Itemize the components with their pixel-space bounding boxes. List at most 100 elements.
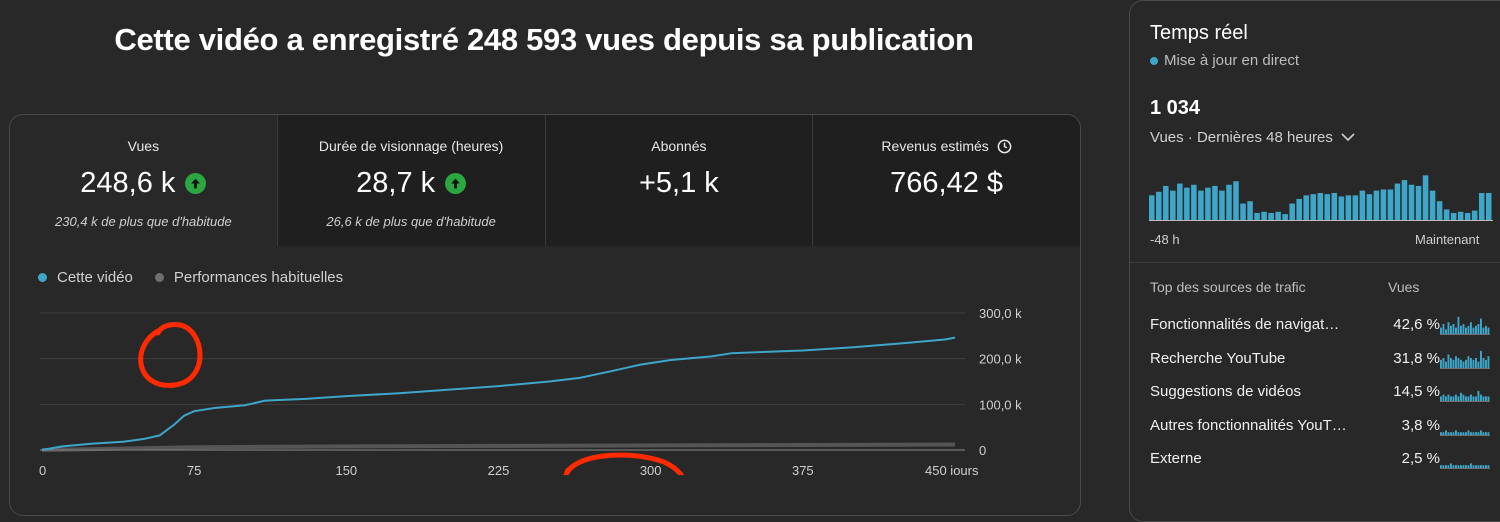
realtime-period-dropdown[interactable]: Vues · Dernières 48 heures [1150,129,1355,146]
analytics-card: Vues 248,6 k 230,4 k de plus que d'habit… [9,114,1081,516]
source-sparkline [1440,463,1490,469]
spark-bar [1460,359,1462,368]
spark-bar [1450,396,1452,401]
spark-bar [1485,465,1487,468]
y-tick-label: 200,0 k [979,352,1022,367]
clock-icon[interactable] [997,139,1012,154]
realtime-bar [1212,185,1218,220]
realtime-bar [1408,184,1415,220]
spark-bar [1472,359,1475,368]
spark-bar [1482,396,1485,401]
source-sparkline [1440,350,1490,369]
spark-bar [1455,394,1457,401]
axis-end-label: Maintenant [1415,232,1480,247]
realtime-bar [1394,183,1401,220]
spark-bar [1445,396,1447,401]
source-percent: 3,8 % [1401,416,1440,434]
spark-bar [1457,316,1460,334]
traffic-source-row[interactable]: Externe 2,5 % [1150,446,1500,470]
live-indicator: Mise à jour en direct [1150,52,1299,69]
spark-bar [1482,465,1485,468]
metric-value: 766,42 $ [890,166,1004,199]
realtime-bar [1387,189,1394,220]
metric-comparison: 230,4 k de plus que d'habitude [55,214,232,229]
legend-item-typical[interactable]: Performances habituelles [154,269,344,286]
traffic-source-row[interactable]: Fonctionnalités de navigat… 42,6 % [1150,312,1500,336]
realtime-bar [1380,189,1387,220]
realtime-bar [1401,180,1408,220]
realtime-bar [1149,195,1155,220]
spark-bar [1447,322,1450,334]
spark-bar [1450,431,1452,435]
realtime-bar [1261,211,1267,220]
spark-bar [1472,431,1475,435]
spark-bar [1442,324,1445,334]
metric-value: +5,1 k [638,166,719,199]
spark-bar [1455,355,1457,368]
source-sparkline [1440,391,1490,402]
x-tick-label: 0 [39,463,46,475]
source-percent: 31,8 % [1393,349,1440,367]
spark-bar [1445,361,1447,368]
spark-bar [1452,431,1455,435]
spark-bar [1487,465,1490,468]
metric-tab-watch-time[interactable]: Durée de visionnage (heures) 28,7 k 26,6… [277,115,546,246]
realtime-bar [1205,187,1211,220]
legend-label: Cette vidéo [57,269,133,286]
arrow-up-icon [445,172,467,194]
traffic-source-row[interactable]: Recherche YouTube 31,8 % [1150,346,1500,370]
metric-label: Revenus estimés [881,138,989,154]
realtime-count: 1 034 [1150,97,1201,119]
x-tick-label: 375 [792,463,814,475]
traffic-source-row[interactable]: Autres fonctionnalités YouT… 3,8 % [1150,413,1500,437]
spark-bar [1440,396,1442,401]
spark-bar [1450,357,1452,368]
x-tick-label: 300 [640,463,662,475]
source-name: Fonctionnalités de navigat… [1150,316,1340,333]
live-dot-icon [1150,56,1158,65]
metric-tab-views[interactable]: Vues 248,6 k 230,4 k de plus que d'habit… [10,115,278,246]
spark-bar [1485,396,1487,401]
realtime-bar [1359,190,1366,220]
spark-bar [1452,396,1455,401]
spark-bar [1460,392,1462,401]
spark-bar [1447,431,1450,435]
spark-bar [1465,431,1467,435]
legend-label: Performances habituelles [173,269,344,286]
realtime-bar [1275,211,1281,220]
spark-bar [1442,394,1445,401]
spark-bar [1485,359,1487,368]
chevron-down-icon [1341,129,1355,146]
realtime-bar [1254,212,1260,220]
spark-bar [1462,465,1465,468]
spark-bar [1477,431,1480,435]
spark-bar [1487,355,1490,368]
spark-bar [1465,327,1467,334]
realtime-bar [1366,194,1373,220]
legend-item-this-video[interactable]: Cette vidéo [38,269,133,286]
realtime-bar-chart[interactable] [1149,173,1493,223]
realtime-bar [1310,194,1316,220]
page-headline: Cette vidéo a enregistré 248 593 vues de… [114,22,974,57]
spark-bar [1457,465,1460,468]
spark-bar [1480,465,1482,468]
spark-bar [1477,465,1480,468]
realtime-bar [1156,191,1162,220]
source-name: Recherche YouTube [1150,349,1286,367]
realtime-bar [1240,203,1246,220]
spark-bar [1465,465,1467,468]
realtime-bar [1177,183,1183,220]
realtime-bar [1226,184,1232,220]
spark-bar [1447,394,1450,401]
traffic-source-row[interactable]: Suggestions de vidéos 14,5 % [1150,379,1500,403]
views-line-chart[interactable]: 0 100,0 k 200,0 k 300,0 k 0 75 150 225 300 375 450… [10,295,1080,475]
spark-bar [1460,465,1462,468]
metric-tab-subscribers[interactable]: Abonnés +5,1 k [545,115,814,246]
metric-tab-revenue[interactable]: Revenus estimés 766,42 $ [813,115,1080,246]
spark-bar [1445,465,1447,468]
legend-dot-icon [154,273,164,282]
axis-start-label: -48 h [1150,232,1180,247]
source-name: Suggestions de vidéos [1150,383,1301,400]
realtime-bar [1457,211,1464,220]
realtime-bar [1450,212,1457,220]
